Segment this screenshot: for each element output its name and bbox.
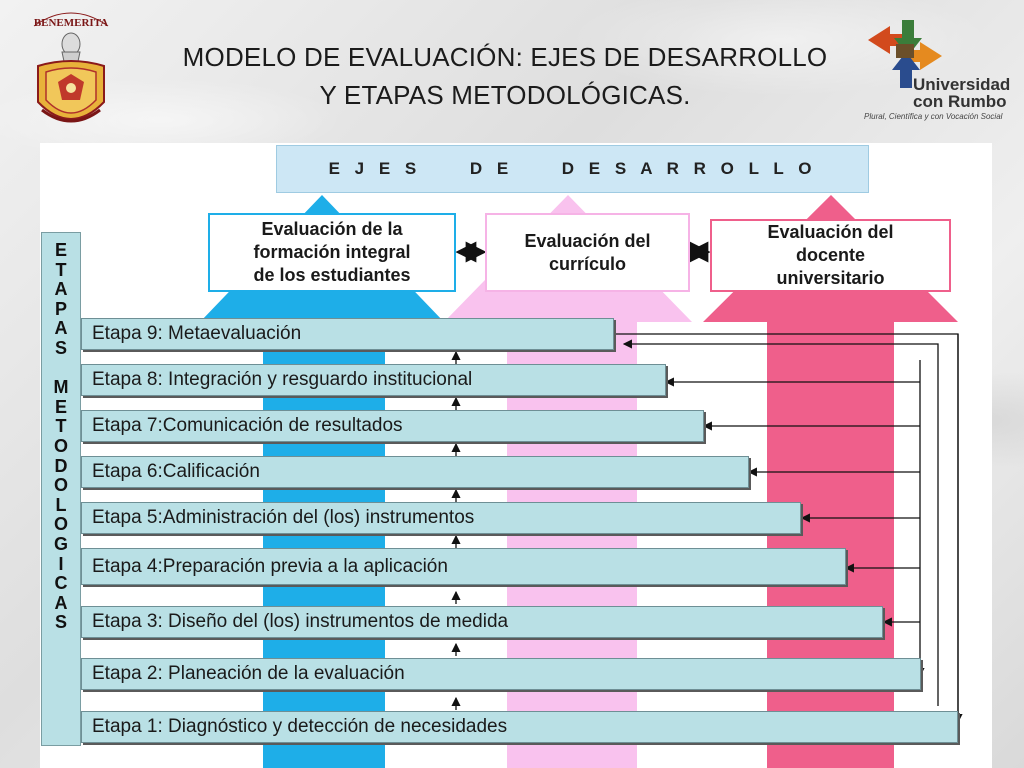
etapas-letter	[58, 359, 63, 379]
universidad-logo: Universidad con Rumbo Plural, Científica…	[860, 12, 1020, 124]
etapas-letter: O	[53, 475, 68, 496]
etapa-2-bar: Etapa 2: Planeación de la evaluación	[81, 658, 921, 690]
etapas-letter: D	[54, 455, 68, 476]
feedback-lines	[614, 333, 963, 728]
etapa-8-bar: Etapa 8: Integración y resguardo institu…	[81, 364, 666, 396]
etapa-5-bar: Etapa 5:Administración del (los) instrum…	[81, 502, 801, 534]
axis-box-teachers: Evaluación del docente universitario	[710, 219, 951, 292]
axis-box-curriculum: Evaluación del currículo	[485, 213, 690, 292]
etapas-letter: G	[53, 533, 68, 554]
universidad-name: Universidad	[913, 75, 1011, 94]
page-title-line1: MODELO DE EVALUACIÓN: EJES DE DESARROLLO	[182, 42, 828, 72]
ejes-header: E J E S D E D E S A R R O L L O	[276, 145, 869, 193]
universidad-name-2: con Rumbo	[913, 92, 1007, 111]
buap-logo: BENEMERITA	[28, 4, 114, 134]
etapa-4-bar: Etapa 4:Preparación previa a la aplicaci…	[81, 548, 846, 585]
etapa-1-bar: Etapa 1: Diagnóstico y detección de nece…	[81, 711, 958, 743]
etapas-letter: A	[54, 592, 68, 613]
etapa-7-bar: Etapa 7:Comunicación de resultados	[81, 410, 704, 442]
buap-seal-icon: BENEMERITA	[33, 12, 109, 123]
etapa-9-bar: Etapa 9: Metaevaluación	[81, 318, 614, 350]
etapas-letter: E	[54, 396, 67, 417]
etapas-letter: A	[54, 279, 68, 300]
etapas-letter: C	[54, 573, 68, 594]
buap-banner-text: BENEMERITA	[34, 17, 108, 29]
etapas-letter: P	[54, 298, 67, 319]
etapas-letter: O	[53, 435, 68, 456]
etapas-letter: T	[55, 416, 67, 437]
rumbo-arrows-icon	[868, 20, 942, 88]
etapas-letter: L	[55, 494, 67, 515]
etapas-letter: M	[53, 377, 69, 398]
etapas-letter: S	[54, 612, 67, 633]
etapas-letter: A	[54, 318, 68, 339]
axis-arrow-teachers	[703, 195, 958, 768]
etapas-letter: T	[55, 259, 67, 280]
etapa-3-bar: Etapa 3: Diseño del (los) instrumentos d…	[81, 606, 883, 638]
etapas-letter: S	[54, 337, 67, 358]
universidad-tagline: Plural, Científica y con Vocación Social	[864, 112, 1003, 121]
page-title-line2: Y ETAPAS METODOLÓGICAS.	[319, 80, 691, 110]
etapas-letter: O	[53, 514, 68, 535]
etapa-6-bar: Etapa 6:Calificación	[81, 456, 749, 488]
etapas-letter: E	[54, 240, 67, 260]
axis-box-students: Evaluación de la formación integral de l…	[208, 213, 456, 292]
etapas-letter: I	[58, 553, 64, 574]
